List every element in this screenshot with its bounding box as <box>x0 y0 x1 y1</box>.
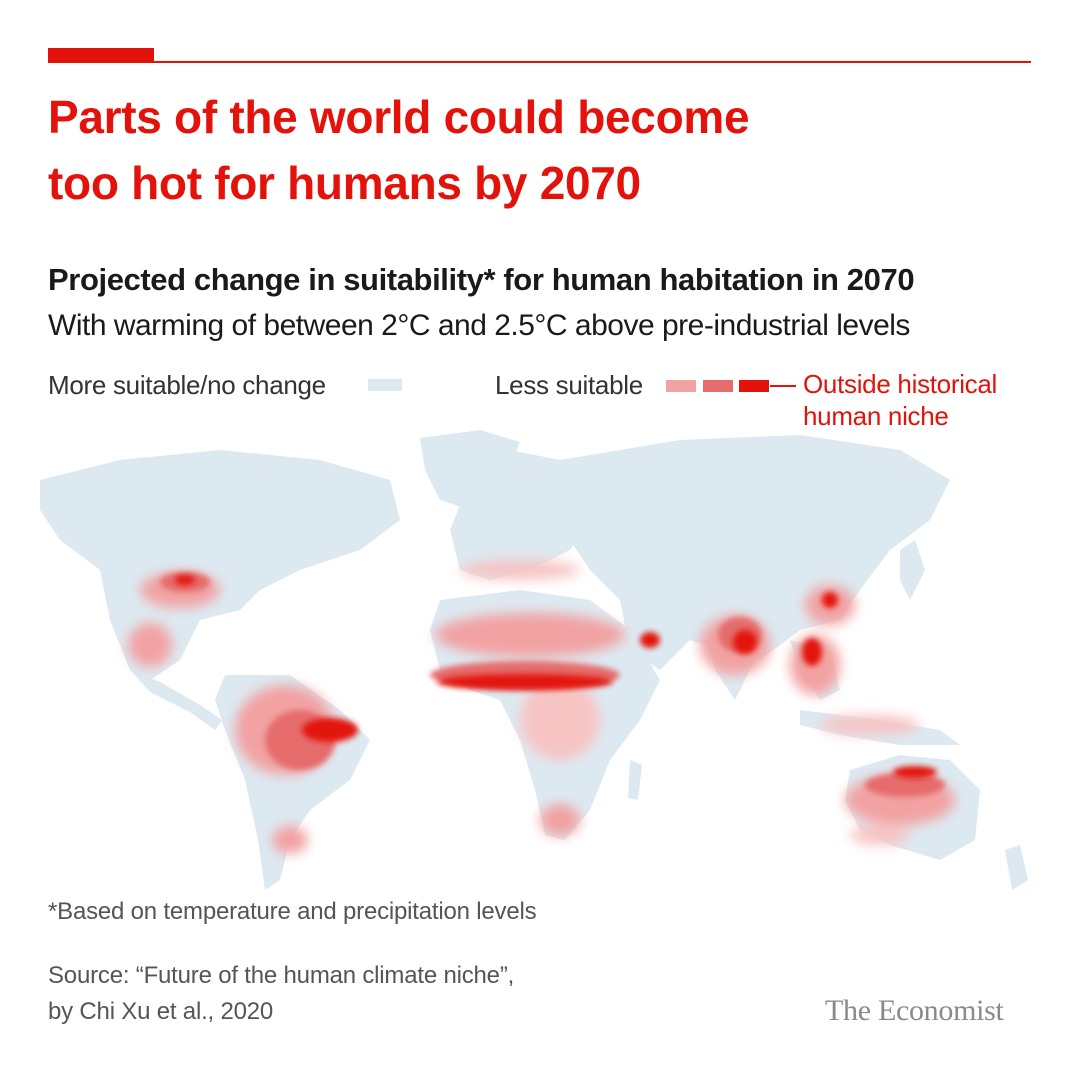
heat-indonesia <box>820 715 920 735</box>
world-map <box>40 430 1028 890</box>
heat-east-africa <box>520 680 600 760</box>
heat-patagonia <box>272 826 308 854</box>
chart-subtitle: Projected change in suitability* for hum… <box>48 262 915 297</box>
top-rule <box>48 61 1031 63</box>
source-line-1: Source: “Future of the human climate nic… <box>48 962 515 989</box>
publisher-logo: The Economist <box>825 994 1004 1027</box>
source-note: Source: “Future of the human climate nic… <box>48 958 748 1030</box>
outside-amazon <box>302 718 358 742</box>
land-europe <box>450 450 600 580</box>
legend-outside-swatch <box>739 380 769 392</box>
heat-australia-south <box>850 825 910 845</box>
legend-less-swatch-light <box>666 380 696 392</box>
outside-sahel <box>437 674 613 690</box>
outside-niche-layer <box>175 575 937 778</box>
headline-line-2: too hot for humans by 2070 <box>48 157 641 209</box>
legend-less-label: Less suitable <box>495 370 643 400</box>
land-greenland <box>420 430 520 510</box>
outside-australia <box>893 766 937 778</box>
heat-south-africa <box>540 804 580 836</box>
legend-leader-line <box>770 385 796 387</box>
brand-tab <box>48 48 154 62</box>
legend-less-swatch-mid <box>703 380 733 392</box>
outside-india <box>733 630 757 654</box>
land-new-zealand <box>1005 845 1028 890</box>
source-line-2: by Chi Xu et al., 2020 <box>48 998 274 1025</box>
legend-outside-label: Outside historical human niche <box>803 368 1043 432</box>
heat-sahara <box>435 613 625 657</box>
outside-se-asia <box>802 638 822 666</box>
heat-mexico <box>128 623 172 667</box>
outside-gulf <box>640 632 660 648</box>
legend-outside-label-line-2: human niche <box>803 401 949 431</box>
chart-subtitle-2: With warming of between 2°C and 2.5°C ab… <box>48 309 910 342</box>
legend-more-label: More suitable/no change <box>48 370 326 400</box>
legend-more-swatch <box>368 379 402 391</box>
heat-australia-mid <box>865 773 945 797</box>
headline: Parts of the world could become too hot … <box>48 84 1008 216</box>
heat-mediterranean <box>460 560 580 580</box>
legend-outside-label-line-1: Outside historical <box>803 369 998 399</box>
land-asia <box>560 435 950 660</box>
land-madagascar <box>628 760 642 800</box>
footnote: *Based on temperature and precipitation … <box>48 898 537 925</box>
land-japan <box>900 540 925 600</box>
headline-line-1: Parts of the world could become <box>48 91 750 143</box>
land-north-america <box>40 450 400 680</box>
outside-china <box>822 592 838 608</box>
land-central-america <box>130 670 222 730</box>
outside-us <box>175 575 195 585</box>
